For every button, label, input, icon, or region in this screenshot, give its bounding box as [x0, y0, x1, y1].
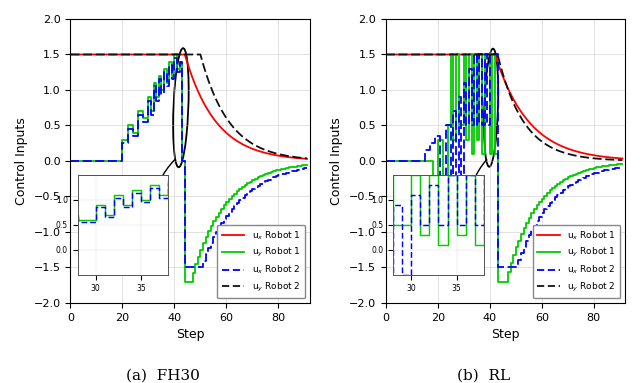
Legend: u$_x$ Robot 1, u$_y$ Robot 1, u$_x$ Robot 2, u$_y$ Robot 2: u$_x$ Robot 1, u$_y$ Robot 1, u$_x$ Robo… [532, 224, 621, 298]
Text: (b)  RL: (b) RL [456, 368, 510, 382]
X-axis label: Step: Step [176, 328, 204, 341]
Legend: u$_x$ Robot 1, u$_y$ Robot 1, u$_x$ Robot 2, u$_y$ Robot 2: u$_x$ Robot 1, u$_y$ Robot 1, u$_x$ Robo… [218, 224, 305, 298]
Y-axis label: Control Inputs: Control Inputs [330, 117, 344, 205]
Text: (a)  FH30: (a) FH30 [126, 368, 200, 382]
X-axis label: Step: Step [491, 328, 520, 341]
Y-axis label: Control Inputs: Control Inputs [15, 117, 28, 205]
